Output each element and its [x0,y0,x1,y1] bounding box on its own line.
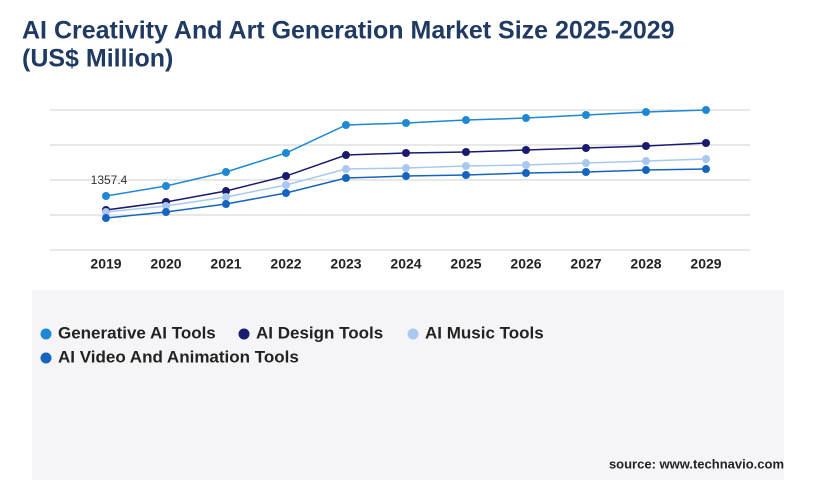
x-tick-label: 2026 [510,256,541,272]
data-point [522,169,530,177]
data-point [582,168,590,177]
data-point [642,166,650,175]
x-tick-label: 2023 [330,256,361,272]
legend-label: AI Video And Animation Tools [58,347,299,366]
chart-subtitle: (US$ Million) [22,45,173,73]
data-point [702,139,710,148]
legend-label: AI Design Tools [256,323,383,342]
legend-marker [407,328,419,340]
legend-label: AI Music Tools [425,323,544,342]
x-tick-label: 2024 [390,256,421,272]
data-point [702,155,710,163]
data-point [222,193,230,202]
x-tick-label: 2029 [690,256,721,272]
data-point [462,116,470,125]
data-point [282,148,290,157]
data-point [342,151,350,160]
legend-marker [40,328,52,340]
data-point [402,148,410,157]
data-point [462,148,470,156]
data-point [402,164,410,173]
data-point [402,119,410,128]
value-label: 1357.4 [91,173,128,187]
data-point [282,172,290,181]
chart-title: AI Creativity And Art Generation Market … [22,17,675,45]
x-tick-label: 2025 [450,256,481,272]
data-point [222,200,230,209]
x-tick-label: 2021 [210,256,241,272]
legend-marker [238,328,250,340]
x-tick-label: 2022 [270,256,301,272]
data-point [282,181,290,190]
data-point [522,114,530,123]
data-point [102,192,110,201]
data-point [162,202,170,211]
data-point [162,208,170,217]
data-point [642,108,650,117]
source: source: www.technavio.com [609,456,784,471]
data-point [402,172,410,181]
data-point [522,161,530,170]
data-point [702,106,710,114]
x-tick-label: 2019 [90,256,121,272]
data-point [582,144,590,153]
data-point [102,214,110,223]
data-point [102,208,110,217]
data-point [342,165,350,174]
data-point [522,146,530,155]
x-tick-label: 2028 [630,256,661,272]
data-point [642,157,650,166]
legend-label: Generative AI Tools [58,323,216,342]
legend-marker [40,352,52,364]
data-point [222,187,230,196]
data-point [642,141,650,150]
data-point [582,111,590,120]
data-point [222,168,230,177]
data-point [162,182,170,191]
data-point [462,170,470,179]
x-tick-label: 2020 [150,256,181,272]
data-point [462,162,470,170]
data-point [342,120,350,129]
data-point [582,159,590,168]
x-tick-label: 2027 [570,256,601,272]
legend-panel [32,290,784,480]
data-point [282,189,290,198]
data-point [342,174,350,183]
data-point [702,165,710,174]
